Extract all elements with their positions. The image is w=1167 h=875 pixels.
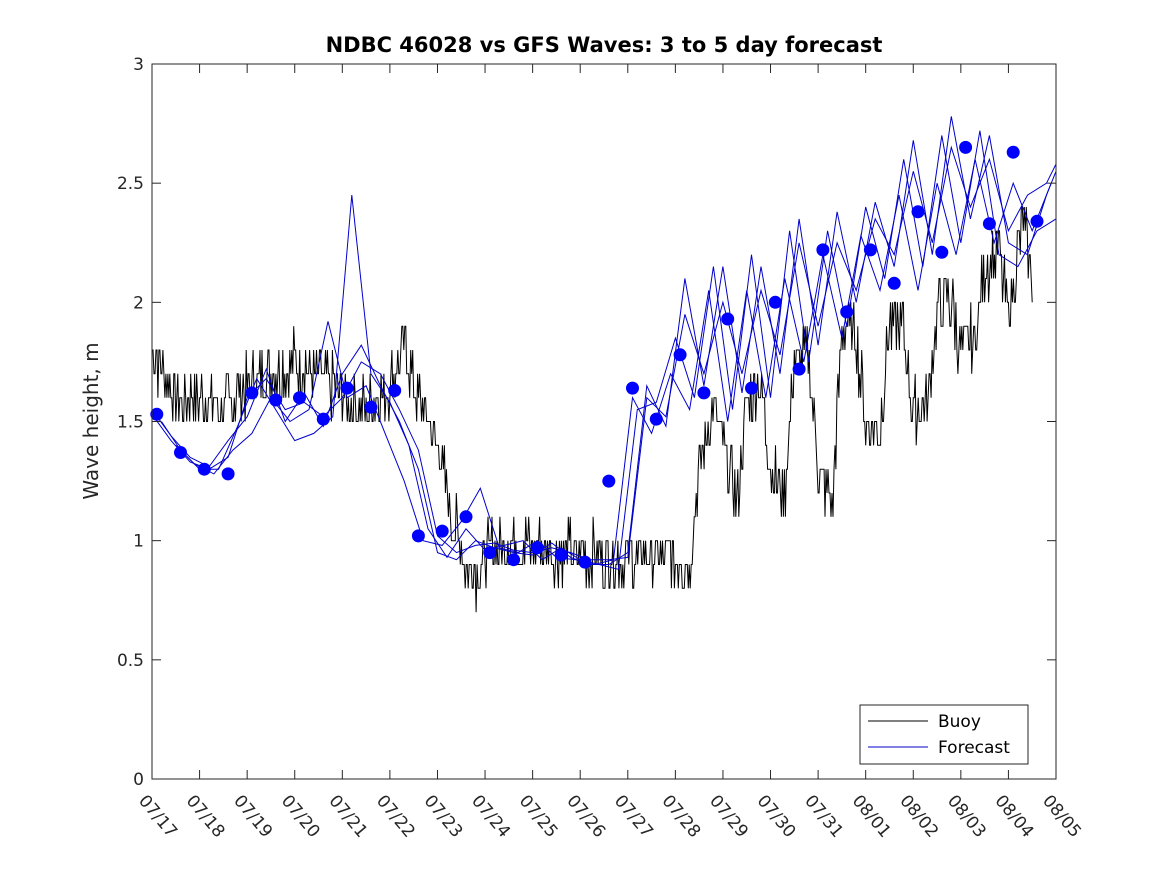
forecast-point (840, 305, 854, 319)
forecast-point (435, 524, 449, 538)
forecast-run-line-4 (175, 159, 1052, 566)
forecast-point (174, 446, 187, 459)
legend-box (859, 704, 1029, 765)
y-tick-label: 0.5 (117, 651, 144, 671)
forecast-point (602, 474, 616, 488)
forecast-point (507, 553, 521, 567)
forecast-point (245, 386, 259, 400)
legend: Buoy Forecast (859, 704, 1029, 765)
forecast-point (364, 400, 378, 414)
forecast-point (221, 467, 235, 481)
forecast-point (388, 384, 402, 397)
forecast-point (768, 295, 782, 309)
legend-buoy-label: Buoy (938, 712, 981, 732)
y-tick-label: 1 (133, 532, 144, 552)
y-tick-label: 2.5 (117, 174, 144, 194)
forecast-point (816, 243, 830, 257)
forecast-point (697, 386, 711, 400)
y-tick-label: 2 (133, 293, 144, 313)
forecast-point (1006, 145, 1020, 159)
forecast-point (150, 407, 164, 421)
forecast-point (935, 245, 949, 259)
forecast-point (197, 462, 211, 476)
forecast-point (269, 393, 283, 407)
y-tick-label: 1.5 (117, 413, 144, 433)
forecast-point (340, 381, 354, 395)
forecast-point (959, 140, 973, 154)
y-axis-label: Wave height, m (79, 342, 103, 499)
forecast-point (316, 412, 330, 426)
y-tick-label: 3 (133, 55, 144, 75)
forecast-point (459, 510, 473, 524)
series-layer (150, 116, 1057, 613)
forecast-point (745, 381, 758, 395)
y-tick-label: 0 (133, 770, 144, 790)
plot-area (152, 64, 1056, 779)
forecast-point (626, 381, 639, 395)
forecast-point (887, 276, 901, 290)
forecast-point (911, 205, 925, 219)
forecast-point (721, 312, 735, 326)
forecast-point (293, 391, 306, 405)
forecast-run-line-1 (151, 145, 1057, 561)
forecast-point (483, 546, 497, 560)
forecast-run-line-2 (151, 116, 1057, 565)
chart-title: NDBC 46028 vs GFS Waves: 3 to 5 day fore… (326, 33, 883, 57)
forecast-point (1030, 214, 1044, 228)
forecast-point (649, 412, 663, 426)
forecast-point (578, 555, 592, 569)
forecast-point (530, 541, 544, 555)
forecast-point (554, 548, 568, 562)
forecast-point (863, 243, 877, 257)
legend-forecast-label: Forecast (938, 738, 1010, 758)
forecast-point (411, 529, 425, 543)
forecast-point (792, 362, 806, 376)
forecast-point (673, 348, 687, 362)
forecast-point (982, 217, 996, 231)
forecast-run-line-3 (161, 130, 1057, 570)
